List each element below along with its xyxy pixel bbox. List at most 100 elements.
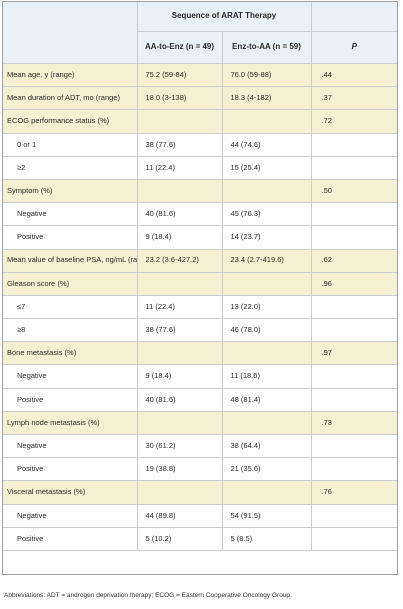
table-frame: Sequence of ARAT Therapy AA-to-Enz (n = …: [2, 1, 398, 575]
enz-to-aa-value: [222, 411, 312, 436]
enz-to-aa-value: [222, 109, 312, 134]
aa-to-enz-value: [137, 341, 223, 366]
p-value: [311, 318, 397, 343]
row-label: ≥2: [3, 156, 138, 180]
enz-to-aa-value: 5 (8.5): [222, 527, 312, 551]
aa-to-enz-value: [137, 179, 223, 204]
p-value: .97: [311, 341, 397, 366]
enz-to-aa-value: 18.3 (4-182): [222, 86, 312, 111]
row-label: Mean age, y (range): [3, 63, 138, 88]
enz-to-aa-value: 14 (23.7): [222, 225, 312, 250]
header-p-value: P: [311, 31, 397, 64]
table-row: Visceral metastasis (%) .76: [3, 480, 397, 505]
aa-to-enz-value: 38 (77.6): [137, 318, 223, 343]
aa-to-enz-value: 18.0 (3-138): [137, 86, 223, 111]
table-body: Mean age, y (range) 75.2 (59-84) 76.0 (59-…: [3, 63, 397, 551]
row-label: Mean value of baseline PSA, ng/mL (range…: [3, 249, 138, 273]
row-label: Negative: [3, 504, 138, 528]
enz-to-aa-value: 44 (74.6): [222, 133, 312, 157]
enz-to-aa-value: 38 (64.4): [222, 434, 312, 459]
p-value: [311, 225, 397, 250]
table-row: Mean value of baseline PSA, ng/mL (range…: [3, 249, 397, 273]
p-value: [311, 504, 397, 528]
row-label: Gleason score (%): [3, 272, 138, 296]
enz-to-aa-value: 21 (35.6): [222, 457, 312, 482]
p-value: .50: [311, 179, 397, 204]
table-row: Mean age, y (range) 75.2 (59-84) 76.0 (59-…: [3, 63, 397, 88]
p-value: .96: [311, 272, 397, 296]
row-label: 0 or 1: [3, 133, 138, 157]
aa-to-enz-value: 75.2 (59-84): [137, 63, 223, 88]
enz-to-aa-value: 11 (18.6): [222, 364, 312, 389]
row-label: Lymph node metastasis (%): [3, 411, 138, 436]
row-label: Mean duration of ADT, mo (range): [3, 86, 138, 111]
table-row: ≤7 11 (22.4) 13 (22.0): [3, 295, 397, 320]
row-label: Positive: [3, 457, 138, 482]
p-value: [311, 156, 397, 180]
table-row: Positive 5 (10.2) 5 (8.5): [3, 527, 397, 551]
table-row: Positive 9 (18.4) 14 (23.7): [3, 225, 397, 250]
baseline-characteristics-table: Sequence of ARAT Therapy AA-to-Enz (n = …: [3, 2, 397, 551]
table-row: Negative 44 (89.8) 54 (91.5): [3, 504, 397, 528]
p-value: .76: [311, 480, 397, 505]
table-row: Bone metastasis (%) .97: [3, 341, 397, 366]
row-label: Negative: [3, 364, 138, 389]
enz-to-aa-value: 45 (76.3): [222, 202, 312, 227]
row-label: Visceral metastasis (%): [3, 480, 138, 505]
table-row: 0 or 1 38 (77.6) 44 (74.6): [3, 133, 397, 157]
table-row: Positive 19 (38.8) 21 (35.6): [3, 457, 397, 482]
aa-to-enz-value: [137, 411, 223, 436]
aa-to-enz-value: [137, 109, 223, 134]
table-row: Positive 40 (81.6) 48 (81.4): [3, 388, 397, 412]
table-row: Gleason score (%) .96: [3, 272, 397, 296]
table-footnote: Abbreviations: ADT = androgen deprivatio…: [4, 592, 292, 599]
enz-to-aa-value: [222, 272, 312, 296]
table-row: Symptom (%) .50: [3, 179, 397, 204]
table-row: Negative 30 (61.2) 38 (64.4): [3, 434, 397, 459]
aa-to-enz-value: [137, 480, 223, 505]
table-row: Negative 9 (18.4) 11 (18.6): [3, 364, 397, 389]
aa-to-enz-value: 19 (38.8): [137, 457, 223, 482]
aa-to-enz-value: 44 (89.8): [137, 504, 223, 528]
header-empty-cell: [3, 2, 138, 64]
p-value: .62: [311, 249, 397, 273]
enz-to-aa-value: 23.4 (2.7-419.6): [222, 249, 312, 273]
enz-to-aa-value: 48 (81.4): [222, 388, 312, 412]
aa-to-enz-value: 40 (81.6): [137, 202, 223, 227]
row-label: ≥8: [3, 318, 138, 343]
p-value: .72: [311, 109, 397, 134]
aa-to-enz-value: 40 (81.6): [137, 388, 223, 412]
header-group-title: Sequence of ARAT Therapy: [137, 2, 312, 32]
header-enz-to-aa: Enz-to-AA (n = 59): [222, 31, 312, 64]
p-value: [311, 388, 397, 412]
row-label: Negative: [3, 202, 138, 227]
table-row: Mean duration of ADT, mo (range) 18.0 (3-…: [3, 86, 397, 111]
row-label: Positive: [3, 225, 138, 250]
p-value: .44: [311, 63, 397, 88]
enz-to-aa-value: [222, 341, 312, 366]
p-value: [311, 202, 397, 227]
table-row: ≥2 11 (22.4) 15 (25.4): [3, 156, 397, 180]
header-row-columns: AA-to-Enz (n = 49) Enz-to-AA (n = 59) P: [3, 31, 397, 64]
enz-to-aa-value: 13 (22.0): [222, 295, 312, 320]
row-label: Positive: [3, 388, 138, 412]
p-value: [311, 434, 397, 459]
aa-to-enz-value: [137, 272, 223, 296]
row-label: Positive: [3, 527, 138, 551]
table-row: ECOG performance status (%) .72: [3, 109, 397, 134]
p-value: .37: [311, 86, 397, 111]
p-value: [311, 133, 397, 157]
enz-to-aa-value: 76.0 (59-88): [222, 63, 312, 88]
aa-to-enz-value: 9 (18.4): [137, 225, 223, 250]
table-row: Negative 40 (81.6) 45 (76.3): [3, 202, 397, 227]
enz-to-aa-value: [222, 179, 312, 204]
aa-to-enz-value: 23.2 (3.6-427.2): [137, 249, 223, 273]
header-aa-to-enz: AA-to-Enz (n = 49): [137, 31, 223, 64]
row-label: Negative: [3, 434, 138, 459]
enz-to-aa-value: 54 (91.5): [222, 504, 312, 528]
aa-to-enz-value: 5 (10.2): [137, 527, 223, 551]
table-row: ≥8 38 (77.6) 46 (78.0): [3, 318, 397, 343]
row-label: Bone metastasis (%): [3, 341, 138, 366]
enz-to-aa-value: [222, 480, 312, 505]
p-value: [311, 295, 397, 320]
